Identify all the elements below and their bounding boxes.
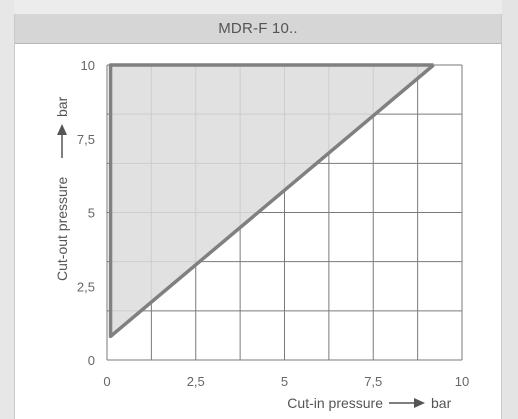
y-axis-arrow — [57, 124, 67, 158]
x-axis-unit: bar — [431, 395, 452, 411]
x-tick-label: 7,5 — [364, 374, 382, 389]
y-axis-ticks: 0 2,5 5 7,5 10 — [77, 58, 95, 368]
left-margin — [0, 0, 14, 419]
y-tick-label: 2,5 — [77, 279, 95, 294]
x-tick-label: 10 — [455, 374, 469, 389]
x-tick-label: 5 — [281, 374, 288, 389]
y-axis-title: Cut-out pressure — [54, 177, 70, 281]
switching-range-boundary — [108, 63, 435, 339]
x-axis-title: Cut-in pressure — [287, 395, 383, 411]
chart-header: MDR-F 10.. — [15, 14, 501, 44]
y-tick-label: 5 — [88, 206, 95, 221]
x-axis-ticks: 0 2,5 5 7,5 10 — [103, 374, 469, 389]
chart-title: MDR-F 10.. — [218, 20, 298, 37]
y-tick-label: 7,5 — [77, 132, 95, 147]
y-tick-label: 10 — [81, 58, 95, 73]
x-axis-arrow — [389, 398, 425, 408]
y-tick-label: 0 — [88, 353, 95, 368]
x-tick-label: 0 — [103, 374, 110, 389]
y-axis-unit: bar — [54, 96, 70, 117]
right-margin — [502, 0, 518, 419]
x-tick-label: 2,5 — [187, 374, 205, 389]
y-axis-title-group: Cut-out pressure bar — [54, 96, 70, 281]
